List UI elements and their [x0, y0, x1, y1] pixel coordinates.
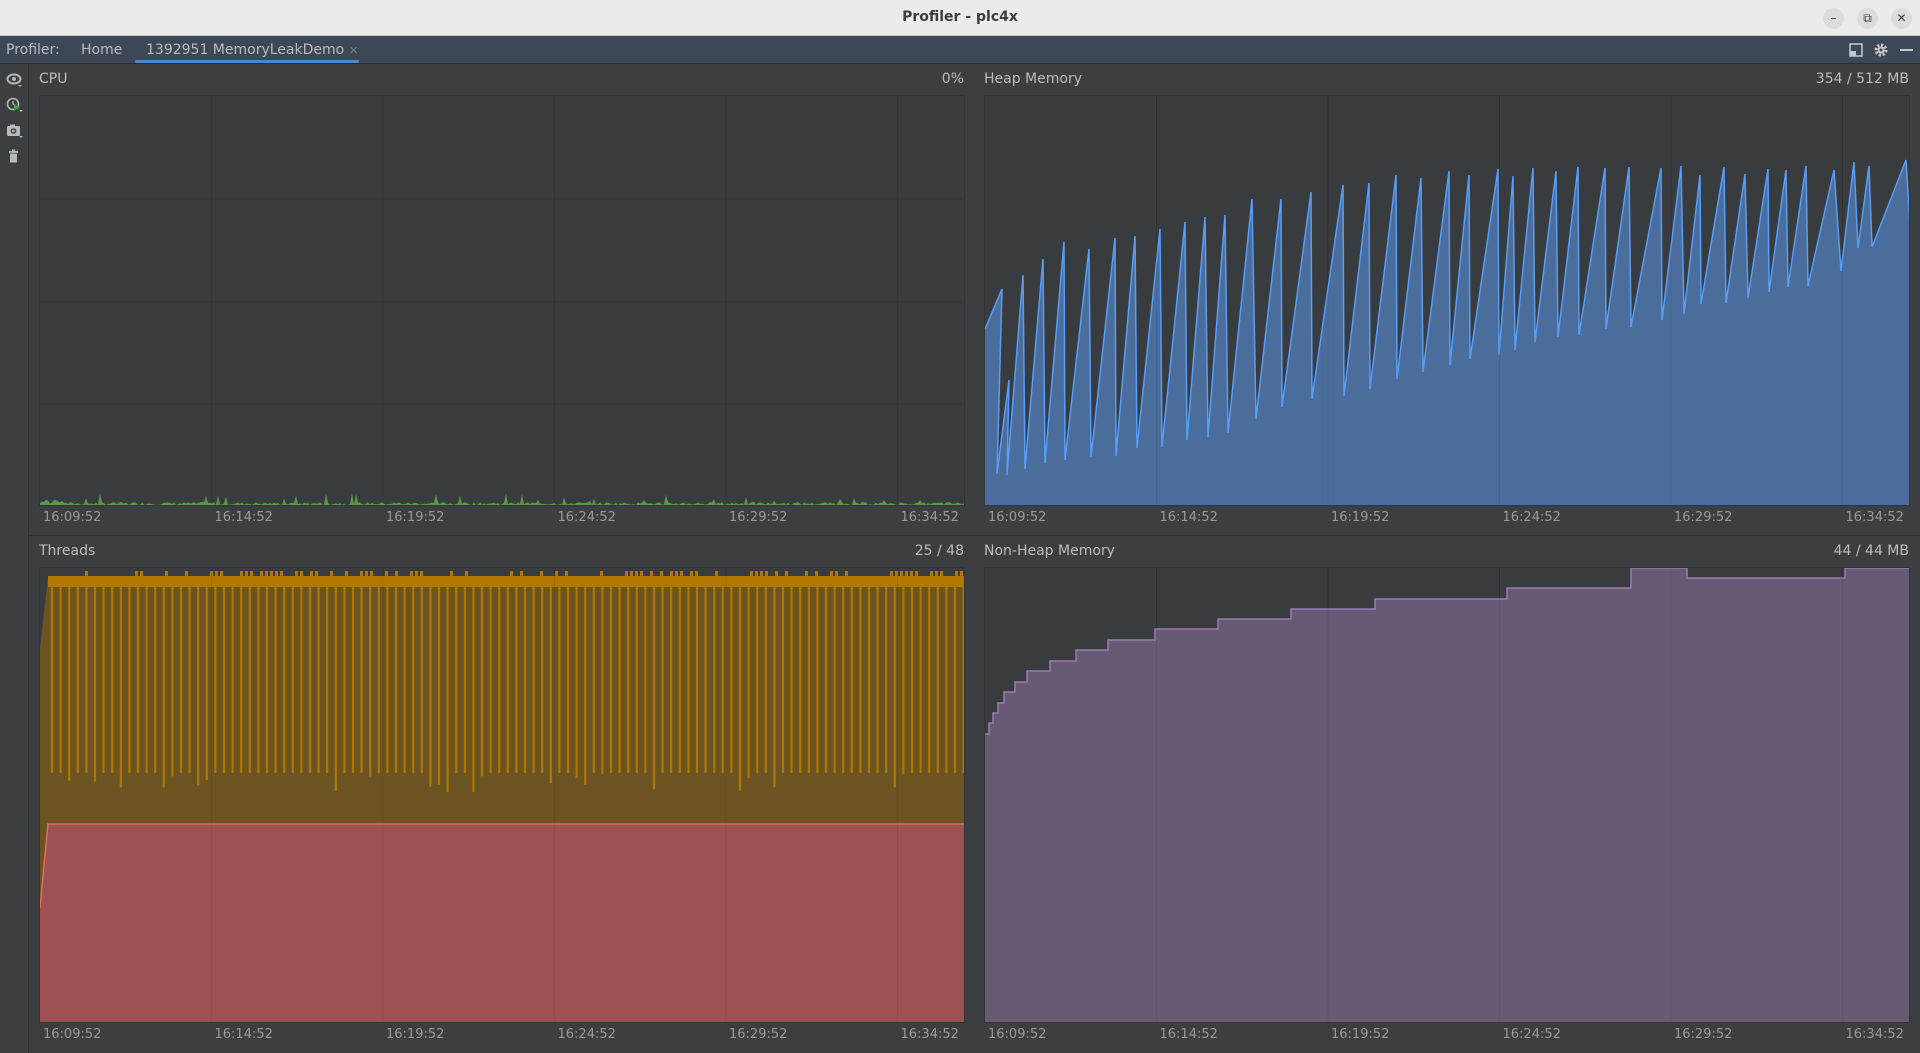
- restore-window-button[interactable]: ⧉: [1857, 8, 1878, 29]
- tab-memoryleakdemo[interactable]: 1392951 MemoryLeakDemo ×: [146, 42, 359, 58]
- window-titlebar: Profiler - plc4x – ⧉ ✕: [0, 0, 1920, 36]
- profiler-label: Profiler:: [6, 42, 60, 58]
- cpu-chart[interactable]: [39, 95, 965, 506]
- minimize-window-button[interactable]: –: [1823, 8, 1844, 29]
- heap-value: 354 / 512 MB: [1815, 71, 1909, 87]
- nonheap-chart[interactable]: [984, 567, 1910, 1023]
- tab-home[interactable]: Home: [81, 42, 123, 58]
- profiler-tabbar: Profiler: Home 1392951 MemoryLeakDemo ×: [0, 36, 1920, 64]
- time-tick-label: 16:24:52: [1502, 1027, 1561, 1042]
- trash-icon[interactable]: [6, 148, 24, 166]
- active-tab-indicator: [135, 60, 359, 63]
- nonheap-graph: [985, 568, 1909, 1022]
- time-tick-label: 16:29:52: [1674, 510, 1733, 525]
- time-tick-label: 16:29:52: [729, 1027, 788, 1042]
- time-tick-label: 16:09:52: [43, 510, 102, 525]
- minimize-panel-icon[interactable]: [1898, 41, 1916, 59]
- time-tick-label: 16:19:52: [386, 510, 445, 525]
- panels-divider: [29, 535, 1920, 536]
- heap-title: Heap Memory: [984, 71, 1082, 87]
- restore-icon: ⧉: [1863, 11, 1872, 25]
- gear-icon[interactable]: [1872, 41, 1890, 59]
- threads-value: 25 / 48: [914, 543, 964, 559]
- time-tick-label: 16:19:52: [386, 1027, 445, 1042]
- cpu-value: 0%: [941, 71, 964, 87]
- heap-graph: [985, 96, 1909, 505]
- time-tick-label: 16:24:52: [557, 510, 616, 525]
- run-profiler-icon[interactable]: [6, 96, 24, 114]
- close-icon: ✕: [1896, 11, 1907, 25]
- cpu-graph: [40, 96, 964, 505]
- time-tick-label: 16:09:52: [988, 510, 1047, 525]
- time-tick-label: 16:34:52: [900, 1027, 959, 1042]
- time-tick-label: 16:29:52: [1674, 1027, 1733, 1042]
- window-title: Profiler - plc4x: [902, 9, 1018, 25]
- time-tick-label: 16:09:52: [988, 1027, 1047, 1042]
- minimize-icon: –: [1830, 11, 1837, 25]
- nonheap-value: 44 / 44 MB: [1833, 543, 1909, 559]
- close-tab-icon[interactable]: ×: [348, 43, 359, 57]
- nonheap-title: Non-Heap Memory: [984, 543, 1115, 559]
- time-tick-label: 16:34:52: [1845, 1027, 1904, 1042]
- layout-icon[interactable]: [1847, 41, 1865, 59]
- time-tick-label: 16:14:52: [1159, 1027, 1218, 1042]
- heap-chart[interactable]: [984, 95, 1910, 506]
- time-tick-label: 16:14:52: [214, 510, 273, 525]
- time-tick-label: 16:14:52: [1159, 510, 1218, 525]
- time-tick-label: 16:29:52: [729, 510, 788, 525]
- eye-icon[interactable]: [6, 71, 24, 89]
- profiler-side-toolbar: [0, 64, 29, 1053]
- threads-graph: [40, 568, 964, 1022]
- tab-memoryleakdemo-label: 1392951 MemoryLeakDemo: [146, 42, 345, 58]
- threads-title: Threads: [39, 543, 96, 559]
- time-tick-label: 16:24:52: [1502, 510, 1561, 525]
- time-tick-label: 16:34:52: [1845, 510, 1904, 525]
- snapshot-camera-icon[interactable]: [6, 122, 24, 140]
- time-tick-label: 16:14:52: [214, 1027, 273, 1042]
- time-tick-label: 16:34:52: [900, 510, 959, 525]
- time-tick-label: 16:19:52: [1331, 510, 1390, 525]
- cpu-title: CPU: [39, 71, 68, 87]
- time-tick-label: 16:09:52: [43, 1027, 102, 1042]
- close-window-button[interactable]: ✕: [1891, 8, 1912, 29]
- threads-chart[interactable]: [39, 567, 965, 1023]
- time-tick-label: 16:24:52: [557, 1027, 616, 1042]
- time-tick-label: 16:19:52: [1331, 1027, 1390, 1042]
